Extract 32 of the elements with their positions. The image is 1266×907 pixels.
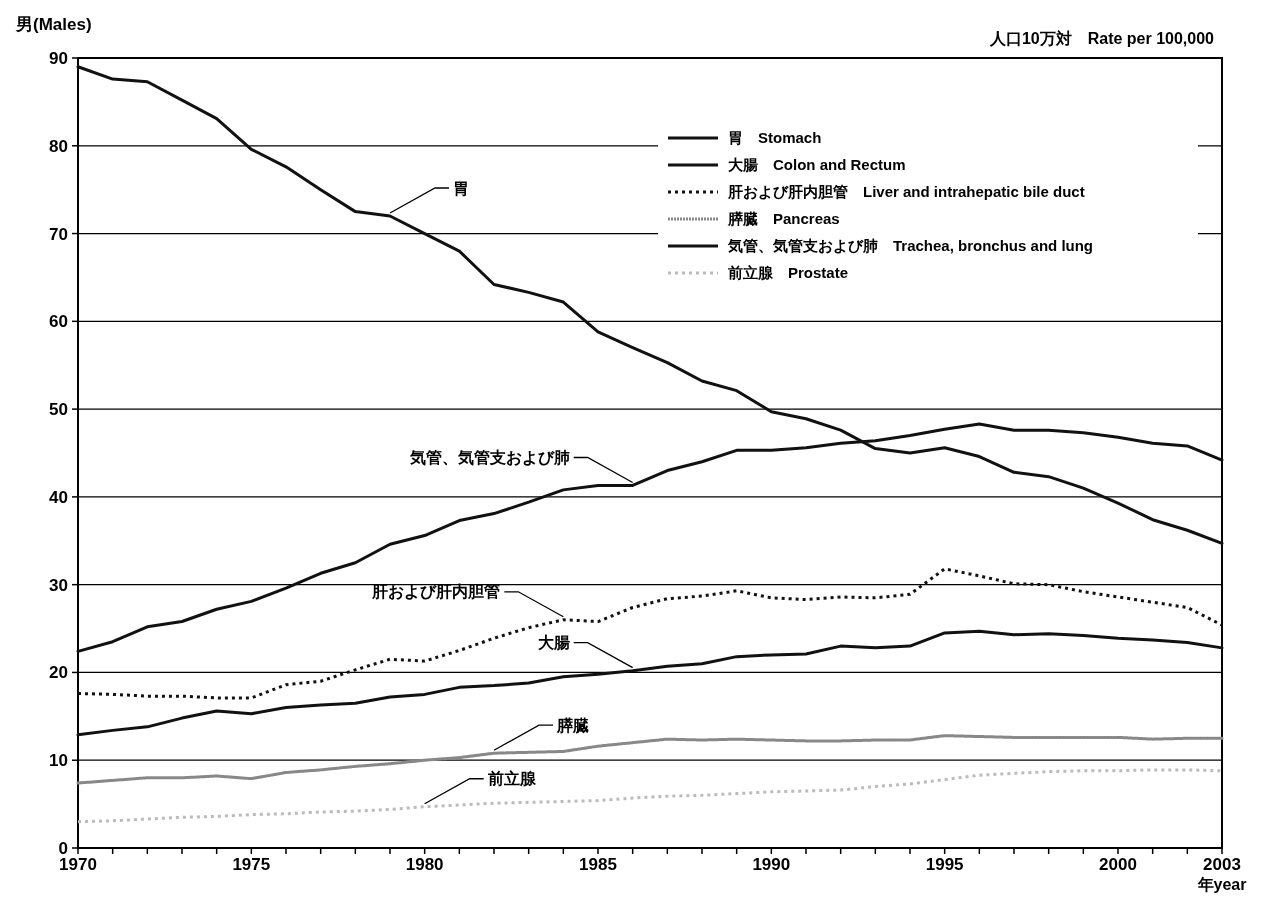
x-tick-label: 1970 (59, 855, 97, 874)
annotation: 胃 (453, 179, 469, 197)
y-tick-label: 70 (49, 224, 68, 244)
text: 人口10万対 Rate per 100,000 (988, 29, 1215, 47)
x-tick-label: 1985 (579, 855, 617, 874)
annotation: 前立腺 (486, 769, 537, 788)
annotation: 膵臓 (556, 716, 589, 734)
y-tick-label: 60 (49, 312, 68, 332)
y-tick-label: 30 (49, 575, 68, 595)
x-tick-label: 1975 (232, 855, 271, 874)
x-tick-label: 1980 (405, 855, 444, 874)
y-tick-label: 50 (49, 400, 68, 420)
legend-label: 肝および肝内胆管 Liver and intrahepatic bile duct (727, 183, 1085, 201)
legend-label: 膵臓 Pancreas (727, 210, 840, 228)
x-tick-label: 2003 (1203, 855, 1241, 874)
legend-label: 気管、気管支および肺 Trachea, bronchus and lung (727, 237, 1094, 255)
legend-label: 胃 Stomach (728, 129, 822, 147)
legend-label: 前立腺 Prostate (727, 264, 849, 282)
annotation: 大腸 (537, 634, 570, 652)
x-tick-label: 1995 (925, 855, 964, 874)
y-tick-label: 80 (49, 136, 68, 156)
x-axis-title: 年year (1196, 876, 1247, 893)
y-tick-label: 90 (49, 48, 68, 68)
y-tick-label: 20 (49, 663, 68, 683)
x-tick-label: 1990 (752, 855, 791, 874)
x-tick-label: 2000 (1099, 855, 1137, 874)
annotation: 気管、気管支および肺 (408, 449, 570, 467)
y-tick-label: 0 (58, 838, 68, 858)
y-axis-title: 男(Males) (15, 15, 92, 34)
y-tick-label: 10 (49, 751, 68, 771)
legend-label: 大腸 Colon and Rectum (728, 156, 906, 174)
y-tick-label: 40 (49, 487, 68, 507)
